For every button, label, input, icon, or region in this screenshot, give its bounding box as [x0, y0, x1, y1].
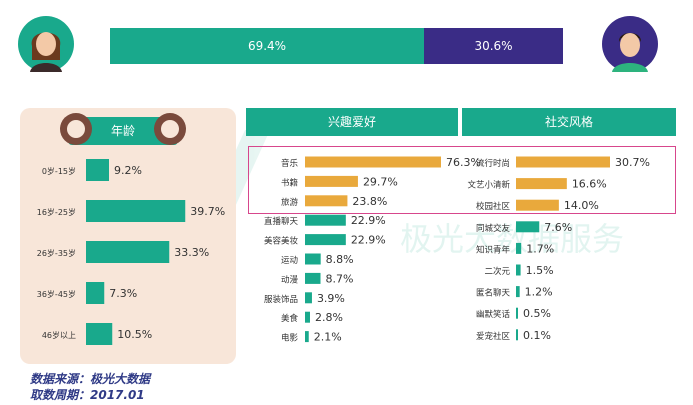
tab-social-style: 社交风格 [462, 108, 676, 136]
social-value-label: 30.7% [615, 156, 650, 169]
interest-bar [305, 175, 358, 187]
interest-bar [305, 214, 346, 226]
tab-interests: 兴趣爱好 [246, 108, 458, 136]
age-bar [86, 282, 105, 304]
interest-bar [305, 292, 312, 304]
interest-category-label: 音乐 [281, 158, 299, 169]
interest-category-label: 服装饰品 [264, 294, 298, 305]
social-value-label: 14.0% [564, 199, 599, 212]
data-source: 数据来源：极光大数据 [30, 372, 151, 386]
social-bar [516, 329, 518, 341]
age-bar [86, 241, 170, 263]
age-value-label: 9.2% [114, 164, 142, 177]
interest-category-label: 直播聊天 [264, 216, 299, 227]
interest-category-label: 动漫 [281, 274, 299, 285]
interest-bar [305, 253, 321, 265]
age-bar [86, 159, 109, 181]
social-category-label: 二次元 [484, 266, 510, 277]
social-category-label: 匿名聊天 [476, 288, 511, 299]
interest-value-label: 3.9% [317, 292, 345, 305]
interest-value-label: 22.9% [351, 214, 386, 227]
interest-value-label: 29.7% [363, 175, 398, 188]
female-user-icon [30, 32, 62, 72]
social-value-label: 0.1% [523, 329, 551, 342]
interest-value-label: 2.8% [315, 311, 343, 324]
age-value-label: 39.7% [190, 205, 225, 218]
interests-title: 兴趣爱好 [327, 115, 376, 129]
male-user-icon [612, 33, 648, 72]
interest-bar [305, 311, 310, 323]
age-panel [20, 108, 236, 364]
female-avatar [18, 16, 74, 72]
social-category-label: 同城交友 [476, 223, 511, 234]
social-bar [516, 307, 518, 319]
age-category-label: 46岁以上 [42, 330, 76, 340]
top3-highlight-box [248, 146, 676, 214]
social-category-label: 幽默笑话 [476, 309, 511, 320]
data-period: 取数周期：2017.01 [30, 388, 145, 402]
interest-value-label: 8.7% [326, 272, 354, 285]
social-value-label: 1.2% [525, 286, 553, 299]
interest-category-label: 美食 [281, 313, 299, 324]
social-category-label: 校园社区 [476, 201, 511, 212]
social-value-label: 16.6% [572, 178, 607, 191]
interest-value-label: 76.3% [446, 156, 481, 169]
social-category-label: 文艺小清新 [467, 180, 510, 191]
male-share-label: 30.6% [474, 39, 513, 53]
social-value-label: 1.7% [526, 242, 554, 255]
social-value-label: 0.5% [523, 307, 551, 320]
social-category-label: 知识青年 [476, 244, 511, 255]
age-value-label: 10.5% [117, 328, 152, 341]
female-share-label: 69.4% [247, 39, 287, 53]
binder-ring-left [60, 113, 92, 145]
social-category-label: 流行时尚 [476, 158, 510, 169]
age-category-label: 16岁-25岁 [37, 207, 76, 217]
social-value-label: 1.5% [526, 264, 554, 277]
interest-category-label: 电影 [281, 333, 299, 344]
interest-bar [305, 195, 348, 207]
age-category-label: 26岁-35岁 [37, 248, 76, 258]
interest-bar [305, 331, 309, 343]
age-panel-title: 年龄 [110, 124, 135, 138]
male-share-bar: 30.6% [424, 28, 563, 64]
interest-value-label: 22.9% [351, 234, 386, 247]
interest-value-label: 8.8% [326, 253, 354, 266]
social-bar [516, 264, 521, 276]
interest-category-label: 书籍 [281, 177, 298, 188]
female-share-bar: 69.4% [110, 28, 424, 64]
social-bar [516, 178, 567, 190]
age-category-label: 0岁-15岁 [42, 166, 76, 176]
binder-ring-right [154, 113, 186, 145]
interest-bar [305, 156, 441, 168]
social-title: 社交风格 [544, 115, 593, 129]
watermark-text: 极光大数据服务 [400, 220, 624, 258]
interest-category-label: 美容美妆 [264, 236, 299, 247]
social-value-label: 7.6% [544, 221, 572, 234]
interest-bar [305, 234, 346, 246]
social-bar [516, 199, 559, 211]
social-bar [516, 221, 540, 233]
male-avatar [602, 16, 658, 72]
interest-value-label: 23.8% [352, 195, 387, 208]
interest-bar [305, 272, 321, 284]
interest-category-label: 旅游 [281, 197, 299, 208]
social-bar [516, 286, 520, 298]
social-category-label: 爱宠社区 [476, 331, 511, 342]
age-bar [86, 200, 186, 222]
social-bar [516, 242, 522, 254]
age-bar [86, 323, 113, 345]
age-category-label: 36岁-45岁 [37, 289, 76, 299]
social-bar [516, 156, 610, 168]
interest-value-label: 2.1% [314, 331, 342, 344]
interest-category-label: 运动 [281, 255, 299, 266]
age-value-label: 7.3% [109, 287, 137, 300]
age-value-label: 33.3% [174, 246, 209, 259]
